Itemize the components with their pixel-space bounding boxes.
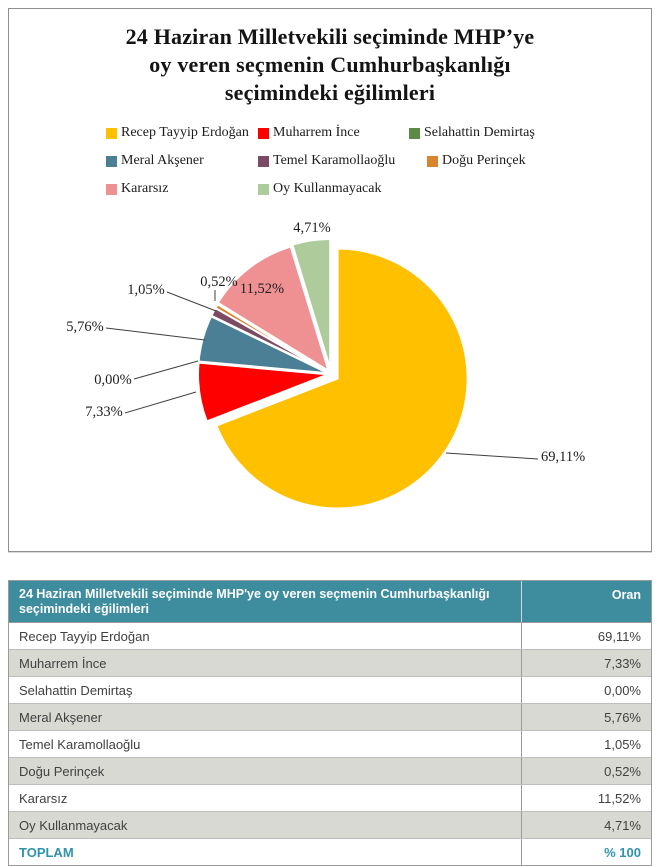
pie-label-meral-aksener: 5,76%: [66, 319, 103, 335]
chart-title-line-3: seçimindeki eğilimleri: [224, 80, 436, 105]
row-value: 0,52%: [520, 757, 651, 785]
legend-label: Kararsız: [121, 181, 169, 196]
row-value: 5,76%: [520, 703, 651, 731]
legend-item-dogu-perincek: Doğu Perinçek: [427, 153, 526, 168]
row-label: Temel Karamollaoğlu: [9, 730, 521, 758]
legend-item-temel-karamollaoglu: Temel Karamollaoğlu: [258, 153, 396, 168]
legend-swatch-oy-kullanmayacak: [258, 183, 269, 195]
legend-label: Selahattin Demirtaş: [424, 125, 535, 140]
row-label: Oy Kullanmayacak: [9, 811, 521, 839]
legend-item-recep-tayyip-erdogan: Recep Tayyip Erdoğan: [106, 125, 249, 140]
leader-line-meral-aksener: [105, 327, 206, 341]
table-header-title: 24 Haziran Milletvekili seçiminde MHP'ye…: [9, 581, 521, 623]
table-row-dogu-perincek: Doğu Perinçek 0,52%: [9, 757, 651, 785]
table-row-muharrem-i-nce: Muharrem İnce 7,33%: [9, 649, 651, 677]
legend-item-oy-kullanmayacak: Oy Kullanmayacak: [258, 181, 382, 196]
row-value: 1,05%: [520, 730, 651, 758]
summary-table-card: 24 Haziran Milletvekili seçiminde MHP'ye…: [8, 580, 652, 866]
chart-card: 24 Haziran Milletvekili seçiminde MHP’ye…: [8, 8, 652, 552]
row-value: 0,00%: [520, 676, 651, 704]
legend-item-muharrem-i-nce: Muharrem İnce: [258, 125, 360, 140]
pie-label-selahattin-demirtas: 0,00%: [94, 372, 131, 388]
table-row-recep-tayyip-erdogan: Recep Tayyip Erdoğan 69,11%: [9, 622, 651, 650]
table-header-row: 24 Haziran Milletvekili seçiminde MHP'ye…: [9, 581, 651, 623]
row-label: Doğu Perinçek: [9, 757, 521, 785]
leader-line-temel-karamollaoglu: [166, 291, 217, 312]
pie-label-temel-karamollaoglu: 1,05%: [127, 282, 164, 298]
table-row-temel-karamollaoglu: Temel Karamollaoğlu 1,05%: [9, 730, 651, 758]
pie-label-muharrem-i-nce: 7,33%: [85, 404, 122, 420]
total-value: % 100: [520, 838, 651, 865]
total-label: TOPLAM: [9, 838, 521, 865]
legend-swatch-temel-karamollaoglu: [258, 155, 269, 167]
pie-slice-dogu-perincek: [214, 303, 330, 374]
table-row-meral-aksener: Meral Akşener 5,76%: [9, 703, 651, 731]
leader-line-recep-tayyip-erdogan: [445, 452, 539, 460]
table-header-oran: Oran: [520, 581, 651, 623]
legend-swatch-meral-aksener: [106, 155, 117, 167]
chart-title: 24 Haziran Milletvekili seçiminde MHP’ye…: [9, 23, 651, 107]
legend-label: Temel Karamollaoğlu: [273, 153, 396, 168]
legend-swatch-dogu-perincek: [427, 155, 438, 167]
table-row-kararsiz: Kararsız 11,52%: [9, 784, 651, 812]
legend-label: Muharrem İnce: [273, 125, 360, 140]
leader-line-muharrem-i-nce: [124, 391, 197, 414]
pie-label-kararsiz: 11,52%: [240, 281, 284, 297]
legend-item-meral-aksener: Meral Akşener: [106, 153, 204, 168]
pie-slice-oy-kullanmayacak: [291, 238, 332, 371]
row-value: 69,11%: [520, 622, 651, 650]
row-label: Muharrem İnce: [9, 649, 521, 677]
chart-legend: Recep Tayyip Erdoğan Muharrem İnce Selahat…: [9, 121, 651, 207]
legend-item-kararsiz: Kararsız: [106, 181, 169, 196]
table-total-row: TOPLAM % 100: [9, 838, 651, 865]
pie-label-dogu-perincek: 0,52%: [200, 274, 237, 290]
legend-label: Meral Akşener: [121, 153, 204, 168]
legend-label: Doğu Perinçek: [442, 153, 526, 168]
row-label: Kararsız: [9, 784, 521, 812]
chart-title-line-1: 24 Haziran Milletvekili seçiminde MHP’ye: [125, 24, 535, 49]
legend-swatch-kararsiz: [106, 183, 117, 195]
pie-slice-muharrem-i-nce: [197, 361, 330, 423]
summary-table: 24 Haziran Milletvekili seçiminde MHP'ye…: [9, 581, 651, 865]
table-row-oy-kullanmayacak: Oy Kullanmayacak 4,71%: [9, 811, 651, 839]
legend-swatch-muharrem-i-nce: [258, 127, 269, 139]
pie-label-recep-tayyip-erdogan: 69,11%: [541, 449, 585, 465]
row-value: 11,52%: [520, 784, 651, 812]
legend-item-selahattin-demirtas: Selahattin Demirtaş: [409, 125, 535, 140]
row-label: Recep Tayyip Erdoğan: [9, 622, 521, 650]
pie-label-oy-kullanmayacak: 4,71%: [293, 220, 330, 236]
table-row-selahattin-demirtas: Selahattin Demirtaş 0,00%: [9, 676, 651, 704]
pie-slice-recep-tayyip-erdogan: [215, 247, 469, 510]
row-label: Selahattin Demirtaş: [9, 676, 521, 704]
legend-label: Recep Tayyip Erdoğan: [121, 125, 249, 140]
row-value: 7,33%: [520, 649, 651, 677]
pie-slice-kararsiz: [216, 245, 330, 372]
legend-label: Oy Kullanmayacak: [273, 181, 382, 196]
leader-line-selahattin-demirtas: [133, 360, 199, 380]
pie-chart: 69,11% 7,33% 0,00% 5,76% 1,05% 0,52% 11,52% 4,7…: [66, 220, 585, 510]
row-label: Meral Akşener: [9, 703, 521, 731]
legend-swatch-recep-tayyip-erdogan: [106, 127, 117, 139]
row-value: 4,71%: [520, 811, 651, 839]
legend-swatch-selahattin-demirtas: [409, 127, 420, 139]
chart-title-line-2: oy veren seçmenin Cumhurbaşkanlığı: [149, 52, 511, 77]
